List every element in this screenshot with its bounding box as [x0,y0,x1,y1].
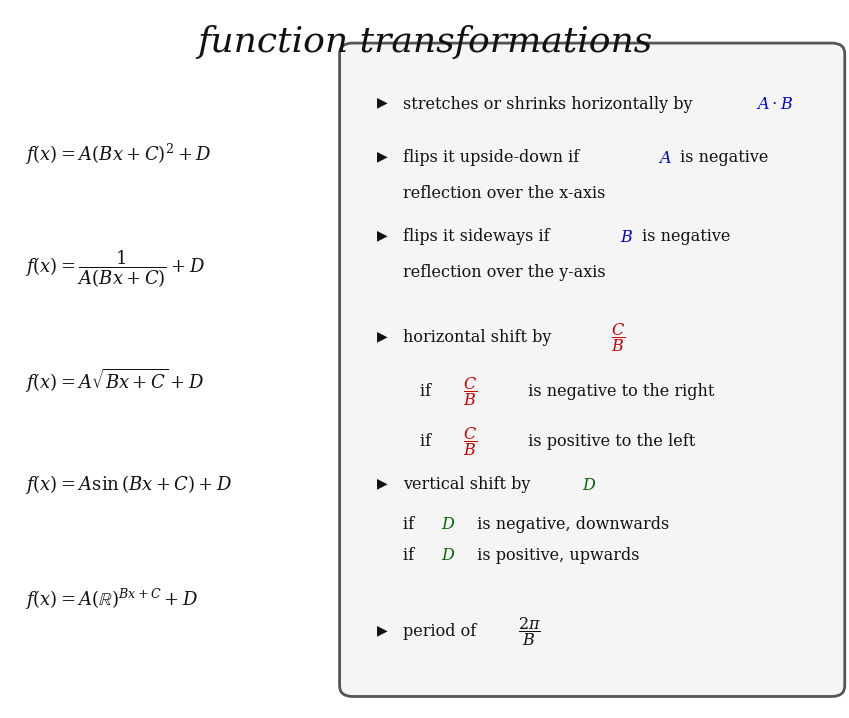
Text: horizontal shift by: horizontal shift by [403,329,557,346]
Text: reflection over the y-axis: reflection over the y-axis [403,264,606,281]
Text: $D$: $D$ [441,547,456,563]
Text: if: if [403,546,424,564]
Text: is negative to the right: is negative to the right [518,383,714,400]
Text: reflection over the x-axis: reflection over the x-axis [403,185,605,202]
Text: $B$: $B$ [620,229,633,245]
Text: function transformations: function transformations [197,25,652,59]
Text: is negative: is negative [675,149,768,167]
Text: $D$: $D$ [441,516,456,532]
Text: $\dfrac{C}{B}$: $\dfrac{C}{B}$ [463,425,477,458]
Text: $f(x)=A\sin\left(Bx+C\right)+D$: $f(x)=A\sin\left(Bx+C\right)+D$ [25,473,233,496]
Text: if: if [420,383,441,400]
Text: $f(x)=A\sqrt{Bx+C}+D$: $f(x)=A\sqrt{Bx+C}+D$ [25,366,205,395]
Text: is positive, upwards: is positive, upwards [467,546,639,564]
Text: $\dfrac{C}{B}$: $\dfrac{C}{B}$ [463,375,477,408]
Text: $A$: $A$ [658,150,672,166]
Text: $\dfrac{2\pi}{B}$: $\dfrac{2\pi}{B}$ [518,615,541,648]
Text: $\blacktriangleright$: $\blacktriangleright$ [374,97,389,111]
Text: vertical shift by: vertical shift by [403,476,536,493]
Text: $\blacktriangleright$: $\blacktriangleright$ [374,477,389,492]
Text: $\blacktriangleright$: $\blacktriangleright$ [374,151,389,165]
Text: $\blacktriangleright$: $\blacktriangleright$ [374,625,389,639]
FancyBboxPatch shape [340,43,845,696]
Text: if: if [403,516,424,533]
Text: flips it upside-down if: flips it upside-down if [403,149,585,167]
Text: is positive to the left: is positive to the left [518,433,695,450]
Text: period of: period of [403,623,486,640]
Text: $\dfrac{C}{B}$: $\dfrac{C}{B}$ [611,321,626,354]
Text: is negative: is negative [637,228,730,246]
Text: $f(x)=A\left(Bx+C\right)^{2}+D$: $f(x)=A\left(Bx+C\right)^{2}+D$ [25,141,212,167]
Text: $D$: $D$ [582,477,596,493]
Text: stretches or shrinks horizontally by: stretches or shrinks horizontally by [403,95,698,113]
Text: $f(x)=A\left(\mathbb{R}\right)^{Bx+C}+D$: $f(x)=A\left(\mathbb{R}\right)^{Bx+C}+D$ [25,587,199,612]
Text: $f(x)=\dfrac{1}{A\left(Bx+C\right)}+D$: $f(x)=\dfrac{1}{A\left(Bx+C\right)}+D$ [25,248,205,290]
Text: if: if [420,433,441,450]
Text: $A \cdot B$: $A \cdot B$ [756,96,793,112]
Text: flips it sideways if: flips it sideways if [403,228,555,246]
Text: is negative, downwards: is negative, downwards [467,516,669,533]
Text: $\blacktriangleright$: $\blacktriangleright$ [374,230,389,244]
Text: $\blacktriangleright$: $\blacktriangleright$ [374,330,389,345]
